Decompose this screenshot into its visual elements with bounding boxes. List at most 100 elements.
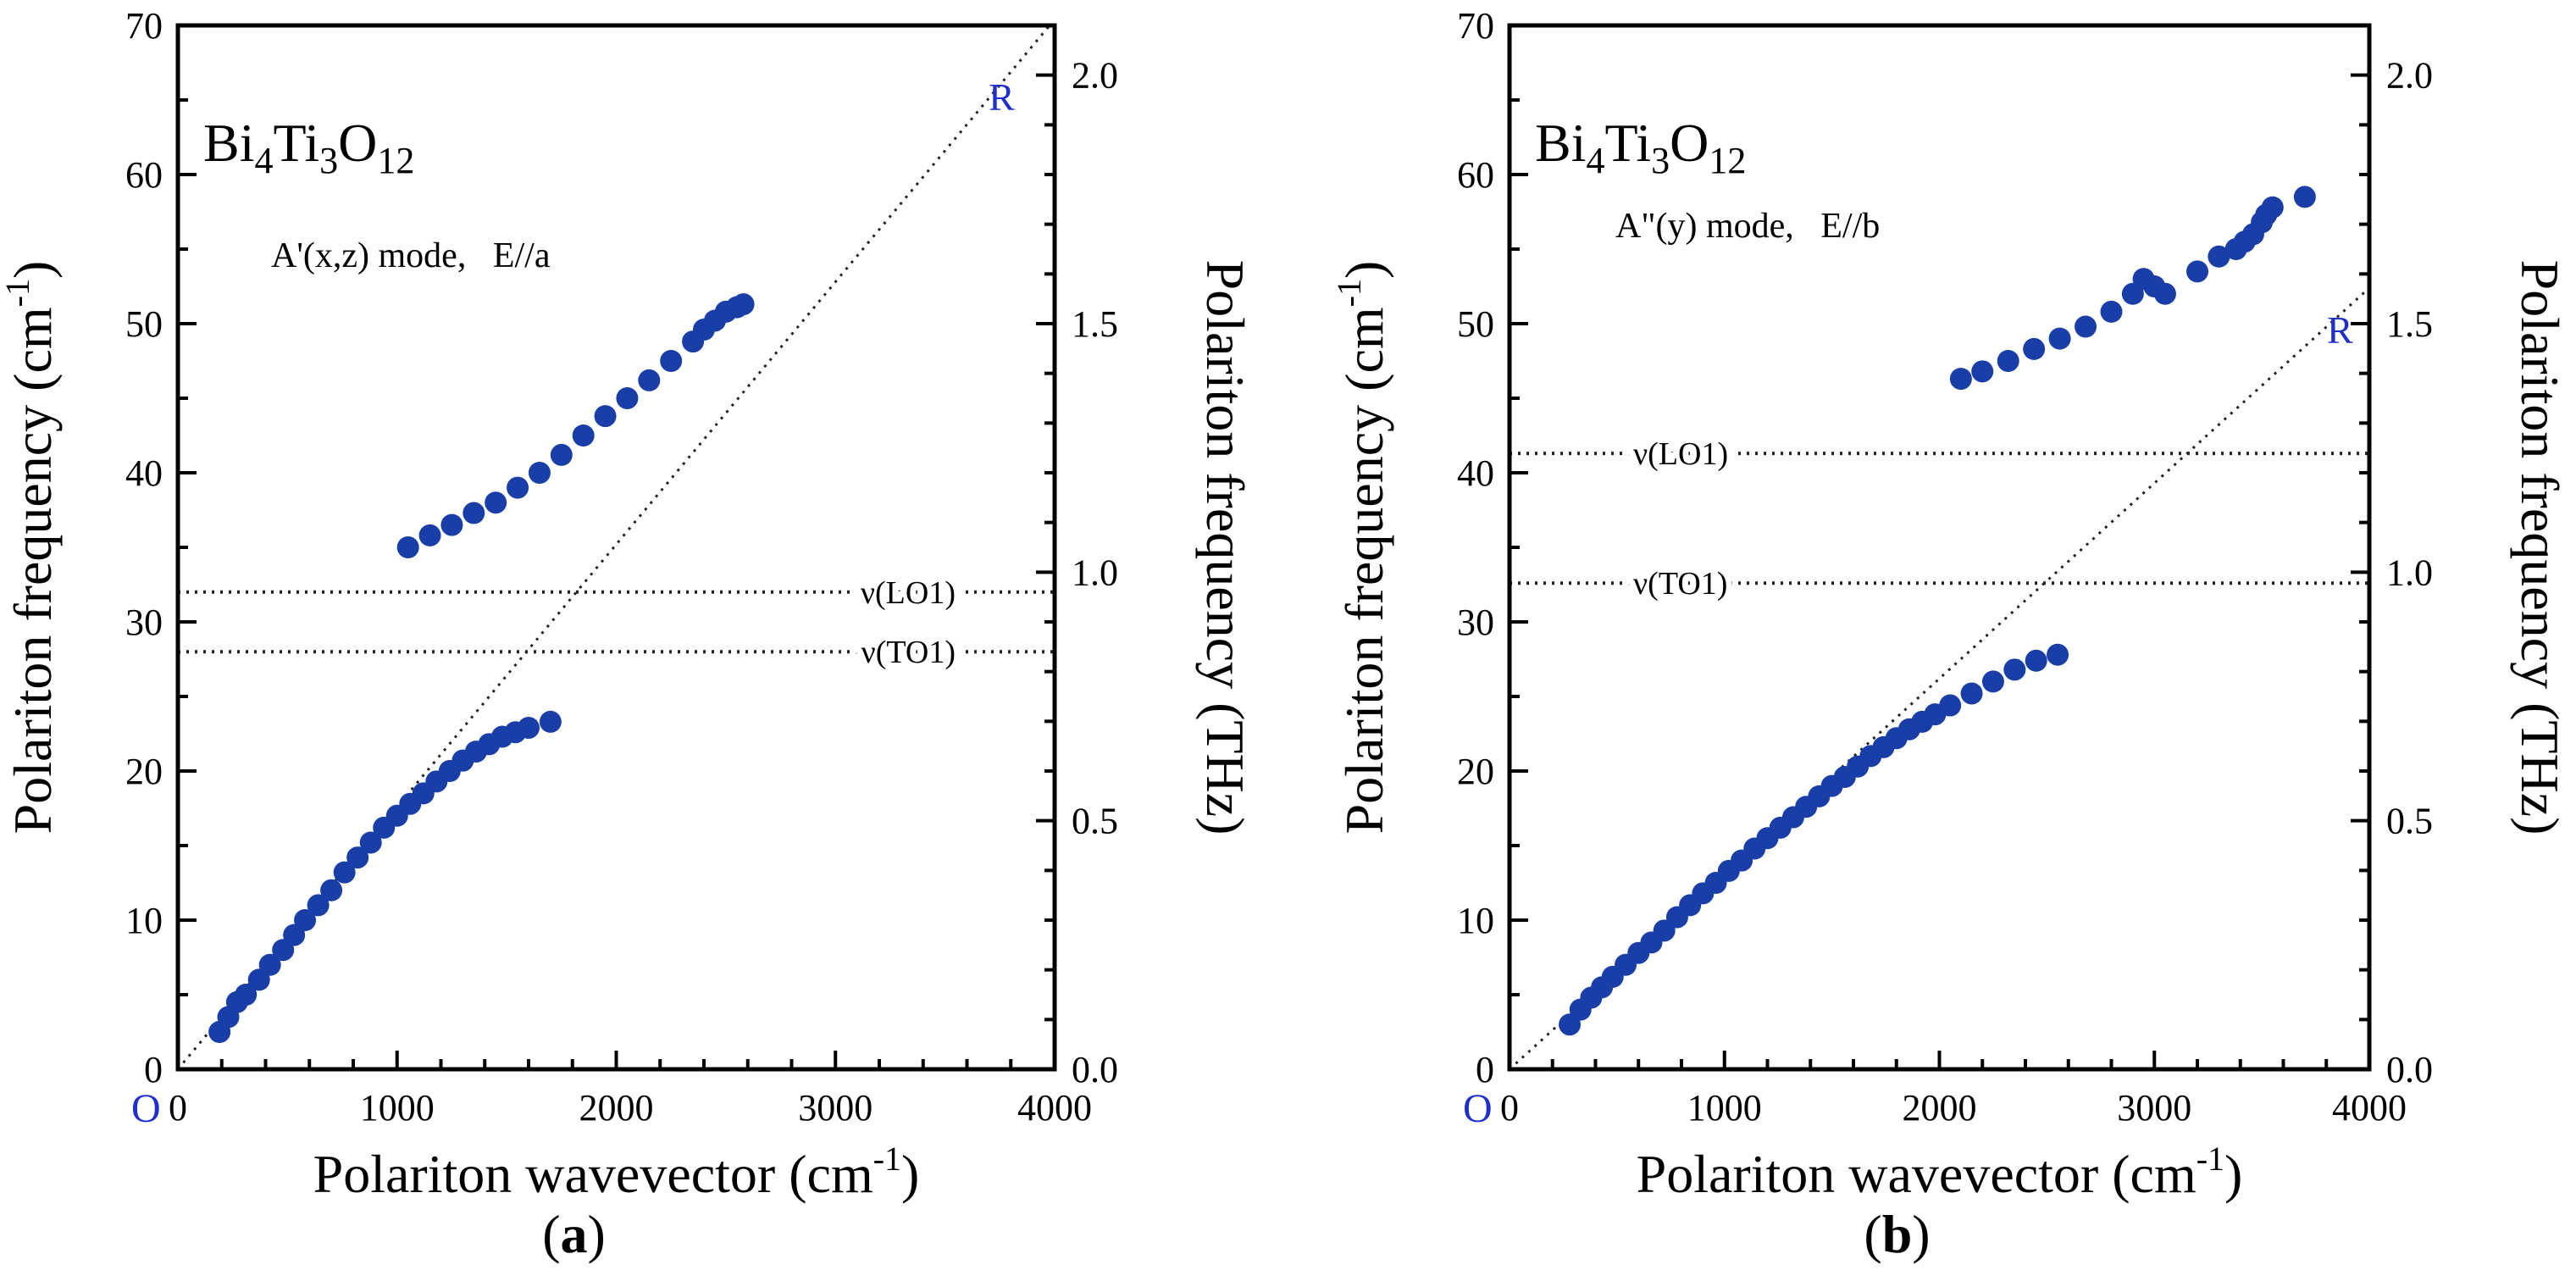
panel-a-series-1-point <box>485 491 507 514</box>
panel-b: 0 1000 2000 3000 4000 0 10 20 30 40 50 60 70 0.0 0.5 1.… <box>1330 5 2570 1264</box>
panel-a-y-tick-label: 10 <box>125 900 163 941</box>
panel-b-series-1-point <box>2208 245 2230 268</box>
panel-b-plot-frame <box>1507 23 2372 1072</box>
panel-a-x-tick-label: 1000 <box>360 1087 435 1129</box>
panel-b-y-tick-label: 0 <box>1476 1049 1494 1090</box>
panel-a-y-tick-label: 20 <box>125 751 163 792</box>
panel-a-formula-o: O <box>338 113 377 173</box>
panel-a-x-tick-label: 4000 <box>1017 1087 1092 1129</box>
panel-b-y2-tick-label: 0.5 <box>2386 801 2433 842</box>
panel-b-y-axis-label-main: Polariton frequency (cm <box>1334 307 1394 834</box>
panel-b-series-1-point <box>2153 282 2176 305</box>
panel-a-series-1-point <box>572 424 595 447</box>
panel-a-x-tick-label: 3000 <box>798 1087 873 1129</box>
panel-a-caption: (a) <box>542 1204 606 1264</box>
panel-a-series-0-point <box>320 879 343 901</box>
panel-b-formula-ti: Ti <box>1604 113 1651 173</box>
panel-a-y-axis-label-main: Polariton frequency (cm <box>3 307 63 834</box>
panel-a-series-1-point <box>507 476 529 499</box>
panel-b-to1-label: ν(TO1) <box>1633 566 1727 602</box>
panel-b-series-0-point <box>1981 670 2004 693</box>
panel-b-series-1-point <box>1997 350 2019 372</box>
panel-b-y2-tick-label: 1.5 <box>2386 303 2433 345</box>
panel-b-y-tick-label: 60 <box>1457 154 1494 196</box>
panel-b-series-1-point <box>2048 327 2071 350</box>
panel-a-y-tick-label: 50 <box>125 303 163 345</box>
panel-b-series-1-point <box>2075 315 2097 338</box>
panel-b-y-tick-label: 50 <box>1457 303 1494 345</box>
panel-b-reference-lines <box>1508 286 2371 1071</box>
panel-a-series-0-point <box>539 710 562 733</box>
panel-b-ticks: 0 1000 2000 3000 4000 0 10 20 30 40 50 60 70 0.0 0.5 1.… <box>1457 5 2433 1129</box>
panel-b-y-tick-label: 30 <box>1457 602 1494 643</box>
panel-a-light-line-label: R <box>989 75 1015 119</box>
panel-a: 0 1000 2000 3000 4000 0 10 20 30 40 50 60 70 0.0 0.5 1.… <box>0 5 1255 1264</box>
panel-a-series-0-point <box>346 846 369 869</box>
panel-a-y-axis-label: Polariton frequency (cm-1) <box>0 261 63 835</box>
panel-b-light-line-label: R <box>2327 308 2353 352</box>
panel-a-x-axis-label-main: Polariton wavevector (cm <box>313 1144 873 1204</box>
panel-a-series-0-point <box>294 909 317 931</box>
panel-b-series-1-point <box>2023 337 2046 360</box>
panel-a-y2-tick-label: 1.0 <box>1072 552 1118 593</box>
panel-a-mode-label: A'(x,z) mode, E//a <box>271 236 551 275</box>
panel-a-series-1-point <box>440 513 463 536</box>
panel-a-y-tick-label: 70 <box>125 5 163 47</box>
panel-a-to1-label: ν(TO1) <box>861 635 956 670</box>
panel-a-y-axis-label-end: ) <box>3 261 63 279</box>
panel-b-x-axis-label-sup: -1 <box>2197 1140 2224 1178</box>
panel-b-formula: Bi4Ti3O12 <box>1535 113 1746 181</box>
panel-a-formula-sub-3: 3 <box>319 140 338 181</box>
panel-b-series-1-point <box>1971 360 1994 383</box>
panel-a-series-1-point <box>463 502 485 524</box>
panel-a-y-tick-label: 0 <box>144 1049 163 1090</box>
panel-a-y-tick-label: 60 <box>125 154 163 196</box>
panel-a-series-0-point <box>333 861 356 884</box>
panel-b-formula-o: O <box>1670 113 1709 173</box>
panel-b-series-0-point <box>1960 682 1983 705</box>
panel-a-formula: Bi4Ti3O12 <box>203 113 414 181</box>
panel-b-series-0-point <box>2025 649 2047 672</box>
panel-b-y-axis-label: Polariton frequency (cm-1) <box>1330 261 1394 835</box>
panel-b-y2-tick-label: 2.0 <box>2386 55 2433 97</box>
panel-b-caption: (b) <box>1864 1204 1930 1264</box>
panel-a-series-1-point <box>396 536 419 558</box>
panel-a-x-tick-label: 2000 <box>579 1087 654 1129</box>
panel-b-y-tick-label: 70 <box>1457 5 1494 47</box>
panel-a-origin-label: O <box>131 1086 161 1131</box>
panel-b-formula-sub-3: 3 <box>1651 140 1670 181</box>
panel-a-series-1-point <box>550 443 573 466</box>
panel-b-formula-sub-12: 12 <box>1709 140 1746 181</box>
panel-b-x-tick-label: 2000 <box>1903 1087 1977 1129</box>
panel-a-x-axis-label-end: ) <box>901 1144 919 1204</box>
panel-b-formula-bi: Bi <box>1535 113 1586 173</box>
panel-b-y-tick-label: 10 <box>1457 900 1494 941</box>
panel-b-y-tick-label: 20 <box>1457 751 1494 792</box>
panel-b-mode-label: A"(y) mode, E//b <box>1615 207 1880 246</box>
panel-b-series-1-point <box>2100 300 2123 323</box>
panel-a-formula-ti: Ti <box>273 113 319 173</box>
panel-a-y-axis-label-sup: -1 <box>0 279 36 307</box>
panel-b-series-1-point <box>1949 368 1972 391</box>
panel-b-x-tick-label: 0 <box>1500 1087 1519 1129</box>
panel-b-y-axis-label-sup: -1 <box>1330 279 1368 307</box>
panel-b-lo1-label: ν(LO1) <box>1633 436 1728 472</box>
panel-a-y-tick-label: 30 <box>125 602 163 643</box>
panel-a-y2-tick-label: 0.5 <box>1072 801 1118 842</box>
panel-a-formula-sub-12: 12 <box>377 140 414 181</box>
panel-b-x-tick-label: 1000 <box>1687 1087 1762 1129</box>
panel-a-data-points <box>208 293 755 1043</box>
panel-b-origin-label: O <box>1463 1086 1493 1131</box>
panel-a-series-0-point <box>518 716 540 739</box>
panel-a-series-1-point <box>528 462 551 484</box>
panel-b-series-0-point <box>2047 643 2069 666</box>
panel-a-series-0-point <box>258 953 281 976</box>
panel-a-series-1-point <box>732 293 755 316</box>
panel-a-light-line <box>176 25 1051 1070</box>
panel-a-y-tick-label: 40 <box>125 452 163 494</box>
panel-b-data-points <box>1559 186 2316 1036</box>
panel-a-x-axis-label-sup: -1 <box>873 1140 901 1178</box>
panel-b-series-1-point <box>2261 196 2284 219</box>
panel-a-caption-letter: a <box>561 1204 588 1264</box>
